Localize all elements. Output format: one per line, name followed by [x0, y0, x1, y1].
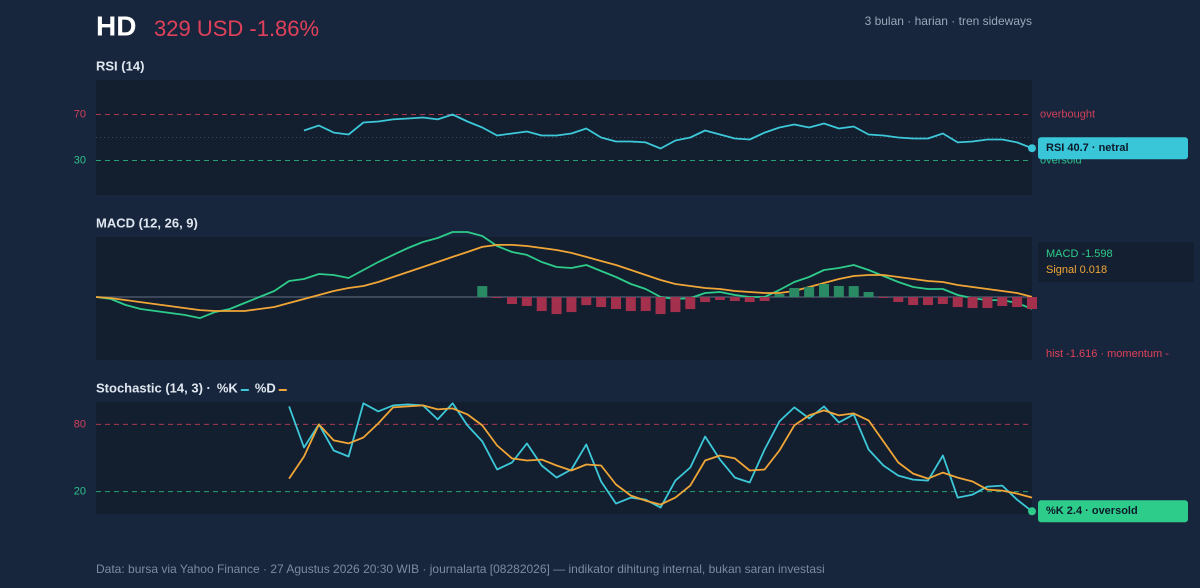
- panel-title: MACD (12, 26, 9): [96, 215, 198, 230]
- last-point: [1028, 507, 1036, 516]
- histogram-bar: [1027, 297, 1037, 309]
- price: 329 USD -1.86%: [154, 16, 319, 41]
- series-line: [303, 113, 1033, 150]
- series-line: [95, 231, 1033, 319]
- series-line: [288, 404, 1033, 506]
- histogram-bar: [640, 297, 651, 312]
- histogram-bar: [937, 297, 948, 305]
- histogram-bar: [625, 297, 636, 312]
- histogram-bar: [700, 297, 711, 303]
- histogram-bar: [997, 297, 1008, 307]
- panel-title: Stochastic (14, 3) ·: [96, 380, 211, 395]
- histogram-bar: [893, 297, 904, 302]
- histogram-bar: [759, 297, 770, 302]
- histogram-bar: [507, 297, 517, 305]
- histogram-bar: [611, 297, 621, 310]
- histogram-bar: [655, 297, 666, 315]
- y-tick-label: 30: [74, 154, 86, 166]
- histogram-bar: [477, 286, 488, 298]
- histogram-bar: [848, 286, 859, 298]
- badge: [1038, 500, 1188, 523]
- histogram-bar: [551, 297, 562, 315]
- histogram-bar: [492, 297, 503, 299]
- histogram-bar: [521, 297, 532, 306]
- period-note: 3 bulan · harian · tren sideways: [865, 14, 1032, 28]
- histogram-bar: [670, 297, 681, 313]
- histogram-bar: [967, 297, 978, 309]
- histogram-bar: [804, 287, 815, 298]
- panel: [96, 402, 1032, 514]
- threshold-label: overbought: [1040, 108, 1095, 120]
- histogram-bar: [536, 297, 547, 312]
- histogram-bar: [1012, 297, 1023, 308]
- series-line: [95, 244, 1033, 312]
- histogram-bar: [566, 297, 577, 313]
- histogram-bar: [878, 297, 889, 298]
- panel: [96, 237, 1032, 360]
- y-tick-label: 20: [74, 486, 86, 498]
- readout: Signal 0.018: [1046, 264, 1107, 276]
- series-line: [288, 402, 1033, 513]
- histogram-bar: [715, 297, 725, 300]
- histogram-bar: [581, 297, 592, 306]
- histogram-bar: [908, 297, 919, 306]
- histogram-bar: [774, 293, 785, 298]
- histogram-bar: [819, 283, 829, 298]
- histogram-bar: [596, 297, 607, 308]
- histogram-bar: [744, 297, 755, 303]
- readout: hist -1.616 · momentum -: [1046, 348, 1169, 360]
- y-tick-label: 80: [74, 418, 86, 430]
- badge-label: %K 2.4 · oversold: [1046, 505, 1138, 517]
- legend-label: %D: [255, 380, 276, 395]
- histogram-bar: [952, 297, 963, 308]
- readout: MACD -1.598: [1046, 248, 1113, 260]
- histogram-bar: [863, 291, 874, 298]
- y-tick-label: 70: [74, 108, 86, 120]
- histogram-bar: [833, 285, 844, 298]
- badge: [1038, 137, 1188, 160]
- histogram-bar: [789, 287, 800, 298]
- histogram-bar: [685, 297, 696, 310]
- legend-label: %K: [217, 380, 239, 395]
- footer: Data: bursa via Yahoo Finance · 27 Agust…: [96, 562, 825, 576]
- histogram-bar: [982, 297, 993, 309]
- ticker: HD: [96, 10, 136, 41]
- last-point: [1028, 144, 1036, 153]
- readout-box: [1038, 242, 1194, 282]
- badge-label: RSI 40.7 · netral: [1046, 142, 1129, 154]
- panel-title: RSI (14): [96, 58, 144, 73]
- histogram-bar: [923, 297, 933, 306]
- histogram-bar: [729, 297, 740, 302]
